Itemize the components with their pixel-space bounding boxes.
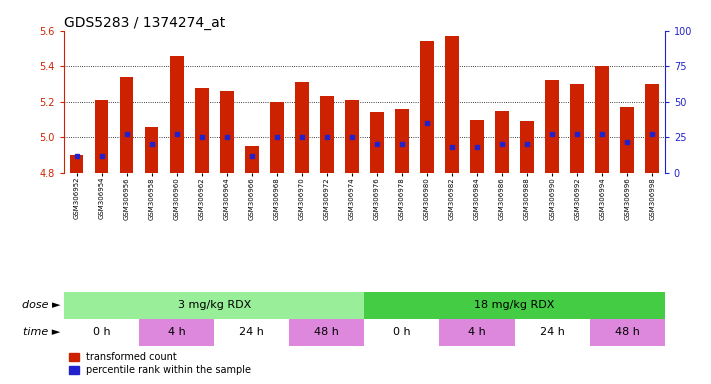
- Text: 48 h: 48 h: [615, 327, 640, 337]
- Bar: [95, 100, 108, 173]
- Text: time ►: time ►: [23, 327, 60, 337]
- Text: 3 mg/kg RDX: 3 mg/kg RDX: [178, 300, 251, 310]
- Bar: [370, 113, 384, 173]
- Bar: [320, 96, 333, 173]
- Text: 0 h: 0 h: [393, 327, 411, 337]
- Text: GDS5283 / 1374274_at: GDS5283 / 1374274_at: [64, 16, 225, 30]
- Text: 48 h: 48 h: [314, 327, 339, 337]
- Bar: [64, 319, 139, 346]
- Bar: [420, 41, 434, 173]
- Bar: [145, 127, 159, 173]
- Bar: [495, 111, 509, 173]
- Bar: [439, 319, 515, 346]
- Bar: [289, 319, 365, 346]
- Bar: [570, 84, 584, 173]
- Bar: [520, 121, 534, 173]
- Bar: [365, 292, 665, 319]
- Bar: [170, 56, 183, 173]
- Legend: transformed count, percentile rank within the sample: transformed count, percentile rank withi…: [69, 353, 252, 375]
- Bar: [445, 36, 459, 173]
- Text: dose ►: dose ►: [22, 300, 60, 310]
- Bar: [64, 292, 365, 319]
- Bar: [365, 319, 439, 346]
- Bar: [295, 82, 309, 173]
- Bar: [119, 77, 134, 173]
- Bar: [595, 66, 609, 173]
- Bar: [589, 319, 665, 346]
- Bar: [395, 109, 409, 173]
- Bar: [345, 100, 359, 173]
- Bar: [195, 88, 208, 173]
- Bar: [470, 119, 484, 173]
- Text: 24 h: 24 h: [240, 327, 264, 337]
- Bar: [214, 319, 289, 346]
- Bar: [646, 84, 659, 173]
- Bar: [621, 107, 634, 173]
- Text: 18 mg/kg RDX: 18 mg/kg RDX: [474, 300, 555, 310]
- Bar: [270, 102, 284, 173]
- Text: 4 h: 4 h: [168, 327, 186, 337]
- Text: 4 h: 4 h: [468, 327, 486, 337]
- Bar: [545, 80, 559, 173]
- Bar: [70, 155, 83, 173]
- Bar: [139, 319, 214, 346]
- Text: 24 h: 24 h: [540, 327, 565, 337]
- Bar: [245, 146, 259, 173]
- Bar: [220, 91, 234, 173]
- Bar: [515, 319, 589, 346]
- Text: 0 h: 0 h: [92, 327, 110, 337]
